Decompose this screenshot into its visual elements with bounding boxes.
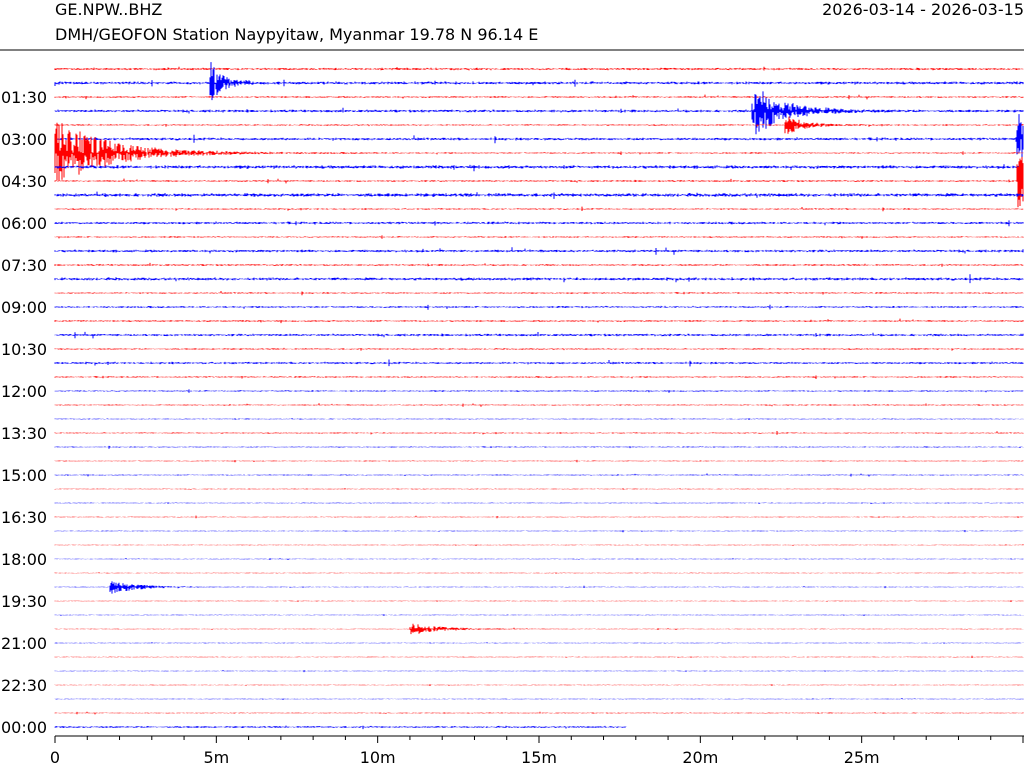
trace-line — [54, 122, 1024, 181]
x-axis: 0 5m 10m 15m 20m 25m — [50, 735, 1024, 767]
trace-line — [54, 655, 1024, 658]
trace-line — [54, 274, 1024, 284]
trace-line — [54, 515, 1024, 519]
trace-line — [54, 191, 1024, 199]
trace-line — [54, 247, 1024, 255]
trace-line — [54, 62, 1024, 101]
trace-line — [54, 220, 1024, 227]
x-tick-label: 25m — [844, 748, 880, 767]
trace-line — [54, 572, 1024, 574]
y-tick-label: 19:30 — [1, 592, 47, 611]
trace-line — [54, 711, 1024, 715]
y-tick-label: 07:30 — [1, 256, 47, 275]
y-tick-label: 04:30 — [1, 172, 47, 191]
trace-line — [54, 116, 1024, 134]
y-axis-labels: 01:30 03:00 04:30 06:00 07:30 09:00 10:30 12:00… — [1, 88, 47, 737]
y-tick-label: 00:00 — [1, 718, 47, 737]
trace-line — [54, 614, 1024, 616]
trace-line — [54, 418, 1024, 420]
station-code: GE.NPW..BHZ — [55, 0, 163, 19]
trace-line — [54, 389, 1024, 393]
trace-line — [54, 66, 1024, 71]
trace-group — [54, 62, 1024, 730]
y-tick-label: 13:30 — [1, 424, 47, 443]
trace-line — [54, 581, 1024, 594]
y-tick-label: 12:00 — [1, 382, 47, 401]
trace-line — [54, 318, 1024, 324]
trace-line — [54, 359, 1024, 367]
trace-line — [54, 206, 1024, 212]
date-range: 2026-03-14 - 2026-03-15 — [822, 0, 1024, 19]
trace-line — [54, 304, 1024, 310]
y-tick-label: 15:00 — [1, 466, 47, 485]
y-tick-label: 06:00 — [1, 214, 47, 233]
trace-line — [54, 530, 1024, 533]
x-tick-label: 5m — [203, 748, 229, 767]
trace-line — [54, 156, 1024, 208]
y-tick-label: 01:30 — [1, 88, 47, 107]
trace-line — [54, 670, 1024, 673]
trace-line — [54, 403, 1024, 407]
y-tick-label: 21:00 — [1, 634, 47, 653]
trace-line — [54, 163, 1024, 172]
trace-line — [54, 94, 1024, 100]
trace-line — [54, 473, 1024, 477]
trace-line — [54, 431, 1024, 435]
x-tick-label: 15m — [521, 748, 557, 767]
trace-line — [54, 347, 1024, 351]
trace-line — [54, 459, 1024, 463]
trace-line — [54, 502, 1024, 504]
trace-line — [54, 262, 1024, 267]
trace-line — [54, 544, 1024, 546]
x-tick-label: 10m — [360, 748, 396, 767]
y-tick-label: 18:00 — [1, 550, 47, 569]
trace-line — [54, 331, 1024, 339]
trace-line — [54, 91, 1024, 135]
trace-line — [54, 375, 1024, 379]
trace-line — [54, 623, 1024, 635]
trace-line — [54, 600, 1024, 602]
trace-line — [54, 114, 1024, 162]
y-tick-label: 09:00 — [1, 298, 47, 317]
y-tick-label: 03:00 — [1, 130, 47, 149]
y-tick-label: 22:30 — [1, 676, 47, 695]
station-description: DMH/GEOFON Station Naypyitaw, Myanmar 19… — [55, 25, 539, 44]
trace-line — [54, 488, 1024, 490]
y-tick-label: 16:30 — [1, 508, 47, 527]
y-tick-label: 10:30 — [1, 340, 47, 359]
trace-line — [54, 291, 1024, 296]
trace-line — [54, 684, 1024, 686]
trace-line — [54, 235, 1024, 239]
trace-line — [54, 698, 1024, 700]
trace-line — [54, 642, 1024, 644]
trace-line — [54, 445, 1024, 449]
trace-line — [54, 558, 1024, 560]
x-tick-label: 0 — [50, 748, 60, 767]
trace-line — [54, 725, 627, 730]
x-tick-label: 20m — [682, 748, 718, 767]
